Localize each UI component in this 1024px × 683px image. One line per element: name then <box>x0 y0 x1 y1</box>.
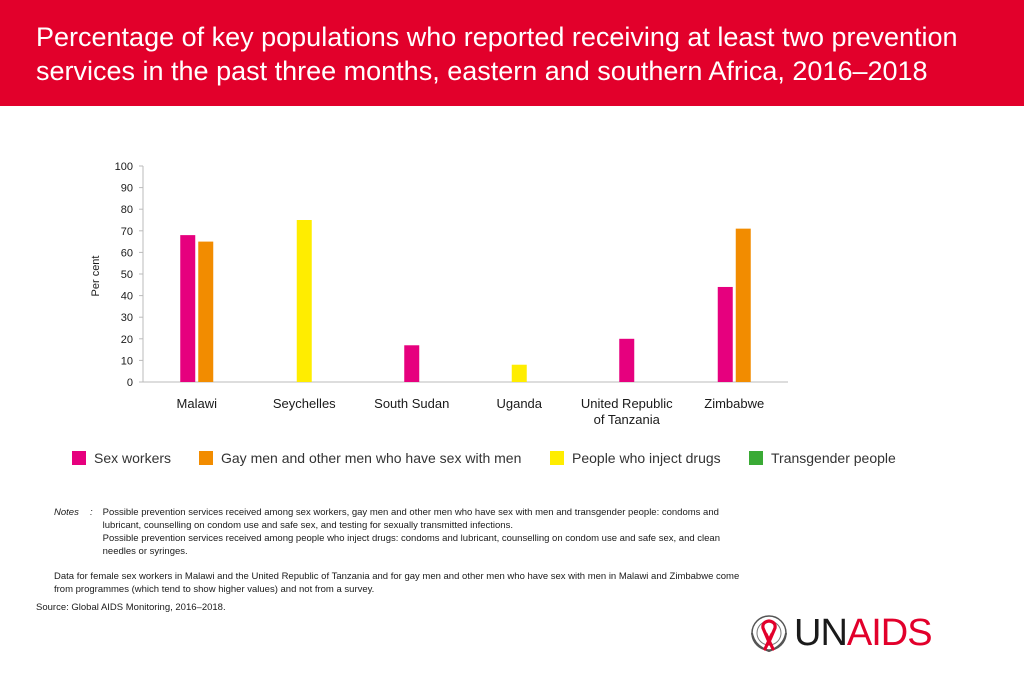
notes-line-2: Possible prevention services received am… <box>102 533 720 557</box>
legend-swatch <box>749 451 763 465</box>
source-text: Source: Global AIDS Monitoring, 2016–201… <box>36 602 226 613</box>
category-label: of Tanzania <box>594 412 661 427</box>
legend-label: Gay men and other men who have sex with … <box>221 450 522 466</box>
chart-legend: Sex workers Gay men and other men who hav… <box>72 449 972 467</box>
notes-label: Notes <box>54 507 79 518</box>
legend-label: Transgender people <box>771 450 896 466</box>
bar <box>180 235 196 382</box>
unaids-logo: UNAIDS <box>748 610 948 656</box>
un-emblem-red-ribbon-icon <box>751 615 787 653</box>
logo-wordmark: UNAIDS <box>794 612 933 654</box>
y-tick-label: 20 <box>121 334 133 346</box>
legend-label: Sex workers <box>94 450 172 466</box>
legend-item: Sex workers <box>72 449 171 467</box>
title-banner: Percentage of key populations who report… <box>0 0 1024 106</box>
bar <box>511 364 527 382</box>
y-tick-label: 40 <box>121 291 133 303</box>
y-tick-label: 0 <box>127 377 133 389</box>
category-label: Uganda <box>496 396 542 411</box>
bar-chart: 0 10 20 30 40 50 60 70 80 90 100 Per cent Malawi Seyc… <box>90 161 788 427</box>
bar <box>198 241 214 382</box>
legend-item: People who inject drugs <box>550 449 721 467</box>
notes-section: Notes: Possible prevention services rece… <box>54 506 754 596</box>
category-label: Seychelles <box>273 396 336 411</box>
y-tick-label: 60 <box>121 247 133 259</box>
category-label: Malawi <box>177 396 218 411</box>
legend-item: Gay men and other men who have sex with … <box>199 449 521 467</box>
bar <box>735 228 751 382</box>
y-tick-label: 80 <box>121 204 133 216</box>
bar <box>717 286 733 382</box>
data-source-note: Data for female sex workers in Malawi an… <box>54 571 740 595</box>
legend-swatch <box>199 451 213 465</box>
bar <box>619 338 635 382</box>
y-tick-label: 90 <box>121 183 133 195</box>
page-title: Percentage of key populations who report… <box>36 22 958 86</box>
legend-label: People who inject drugs <box>572 450 721 466</box>
category-label: South Sudan <box>374 396 449 411</box>
category-label: United Republic <box>581 396 673 411</box>
category-label: Zimbabwe <box>704 396 764 411</box>
y-tick-label: 70 <box>121 226 133 238</box>
y-tick-label: 30 <box>121 312 133 324</box>
bar <box>404 345 420 382</box>
y-tick-label: 10 <box>121 355 133 367</box>
bar <box>296 220 312 382</box>
y-tick-label: 50 <box>121 269 133 281</box>
legend-swatch <box>550 451 564 465</box>
y-tick-label: 100 <box>115 161 133 173</box>
legend-swatch <box>72 451 86 465</box>
legend-item: Transgender people <box>749 449 896 467</box>
notes-line-1: Possible prevention services received am… <box>102 507 719 531</box>
y-axis-label: Per cent <box>90 256 102 297</box>
